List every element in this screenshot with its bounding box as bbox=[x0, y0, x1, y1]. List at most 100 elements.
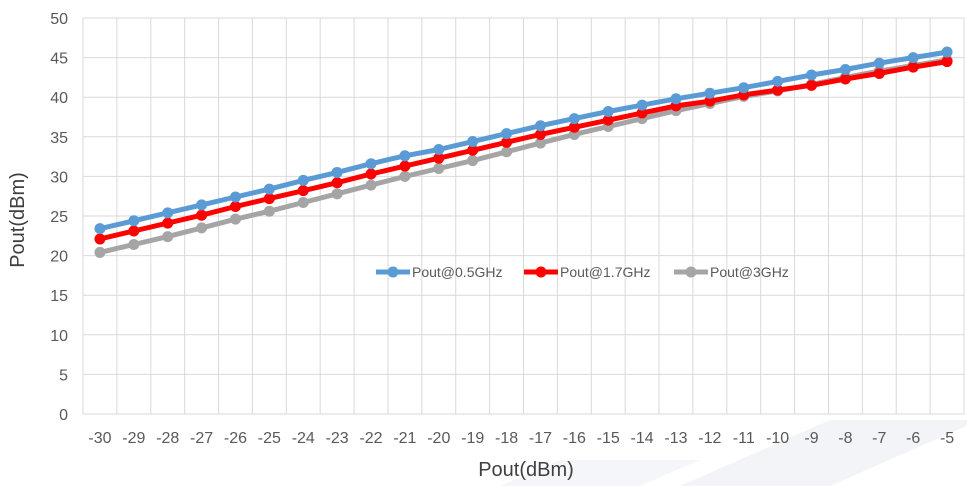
data-point bbox=[467, 136, 479, 148]
data-point bbox=[772, 84, 784, 96]
data-point bbox=[873, 67, 885, 79]
data-point bbox=[263, 205, 275, 217]
series-line bbox=[97, 49, 950, 232]
data-point bbox=[467, 144, 479, 156]
data-point bbox=[433, 143, 445, 155]
data-point bbox=[738, 82, 750, 94]
data-point bbox=[501, 128, 513, 140]
data-point bbox=[128, 239, 140, 251]
x-tick-label: -17 bbox=[529, 430, 552, 447]
data-point bbox=[297, 185, 309, 197]
data-point bbox=[467, 155, 479, 167]
legend-label: Pout@0.5GHz bbox=[412, 264, 502, 280]
data-point bbox=[162, 231, 174, 243]
background-watermark bbox=[500, 420, 967, 486]
y-tick-label: 0 bbox=[59, 407, 68, 424]
x-tick-label: -21 bbox=[393, 430, 416, 447]
data-point bbox=[534, 120, 546, 132]
y-tick-label: 10 bbox=[50, 328, 68, 345]
series-line bbox=[97, 59, 950, 242]
data-point bbox=[941, 56, 953, 68]
legend-label: Pout@3GHz bbox=[710, 264, 789, 280]
x-tick-label: -16 bbox=[563, 430, 586, 447]
data-point bbox=[229, 200, 241, 212]
data-point bbox=[94, 233, 106, 245]
x-tick-label: -19 bbox=[461, 430, 484, 447]
x-tick-label: -9 bbox=[804, 430, 818, 447]
data-point bbox=[196, 222, 208, 234]
x-tick-label: -11 bbox=[733, 430, 755, 447]
data-point bbox=[229, 213, 241, 225]
data-point bbox=[534, 137, 546, 149]
x-tick-label: -7 bbox=[872, 430, 886, 447]
data-point bbox=[873, 57, 885, 69]
y-axis-title: Pout(dBm) bbox=[7, 172, 29, 268]
x-tick-label: -10 bbox=[766, 430, 789, 447]
x-tick-label: -25 bbox=[258, 430, 281, 447]
x-tick-label: -15 bbox=[597, 430, 620, 447]
data-point bbox=[534, 128, 546, 140]
x-tick-label: -27 bbox=[190, 430, 213, 447]
data-point bbox=[128, 225, 140, 237]
data-point bbox=[399, 160, 411, 172]
data-point bbox=[907, 61, 919, 73]
gridlines bbox=[82, 17, 965, 415]
data-point bbox=[602, 114, 614, 126]
y-tick-label: 50 bbox=[50, 11, 68, 28]
data-point bbox=[365, 179, 377, 191]
legend: Pout@0.5GHz Pout@1.7GHz Pout@3GHz bbox=[376, 264, 789, 280]
x-tick-label: -6 bbox=[906, 430, 920, 447]
data-point bbox=[704, 95, 716, 107]
data-point bbox=[331, 166, 343, 178]
data-point bbox=[399, 150, 411, 162]
data-point bbox=[839, 73, 851, 85]
data-point bbox=[806, 79, 818, 91]
legend-swatch-marker bbox=[387, 266, 399, 278]
data-point bbox=[501, 146, 513, 158]
y-tick-label: 15 bbox=[50, 288, 68, 305]
data-point bbox=[602, 105, 614, 117]
data-point bbox=[263, 183, 275, 195]
x-tick-label: -20 bbox=[427, 430, 450, 447]
data-point bbox=[196, 199, 208, 211]
data-point bbox=[229, 191, 241, 203]
data-point bbox=[196, 209, 208, 221]
data-point bbox=[365, 168, 377, 180]
data-point bbox=[162, 207, 174, 219]
data-point bbox=[907, 52, 919, 64]
x-tick-label: -8 bbox=[838, 430, 852, 447]
data-point bbox=[365, 158, 377, 170]
data-point bbox=[263, 193, 275, 205]
y-tick-label: 45 bbox=[50, 51, 68, 68]
data-point bbox=[297, 197, 309, 209]
data-point bbox=[399, 170, 411, 182]
x-tick-label: -23 bbox=[326, 430, 349, 447]
x-axis-title: Pout(dBm) bbox=[478, 459, 574, 481]
y-tick-label: 5 bbox=[59, 367, 68, 384]
data-point bbox=[568, 121, 580, 133]
data-point bbox=[331, 188, 343, 200]
data-point bbox=[636, 99, 648, 111]
data-point bbox=[568, 113, 580, 125]
data-point bbox=[806, 69, 818, 81]
y-tick-label: 30 bbox=[50, 169, 68, 186]
x-tick-label: -30 bbox=[88, 430, 111, 447]
series-lines bbox=[94, 46, 953, 258]
data-point bbox=[297, 174, 309, 186]
data-point bbox=[772, 75, 784, 87]
y-tick-label: 25 bbox=[50, 209, 68, 226]
data-point bbox=[433, 152, 445, 164]
x-tick-label: -26 bbox=[224, 430, 247, 447]
y-tick-label: 35 bbox=[50, 130, 68, 147]
data-point bbox=[636, 107, 648, 119]
legend-label: Pout@1.7GHz bbox=[560, 264, 650, 280]
data-point bbox=[94, 246, 106, 258]
x-tick-label: -22 bbox=[359, 430, 382, 447]
x-tick-label: -24 bbox=[292, 430, 315, 447]
x-tick-label: -29 bbox=[122, 430, 145, 447]
x-tick-label: -14 bbox=[631, 430, 654, 447]
data-point bbox=[704, 87, 716, 99]
x-tick-label: -12 bbox=[698, 430, 721, 447]
x-axis-ticks: -30 -29 -28 -27 -26 -25 -24 -23 -22 -21 -20 -19 -18-… bbox=[88, 430, 954, 447]
